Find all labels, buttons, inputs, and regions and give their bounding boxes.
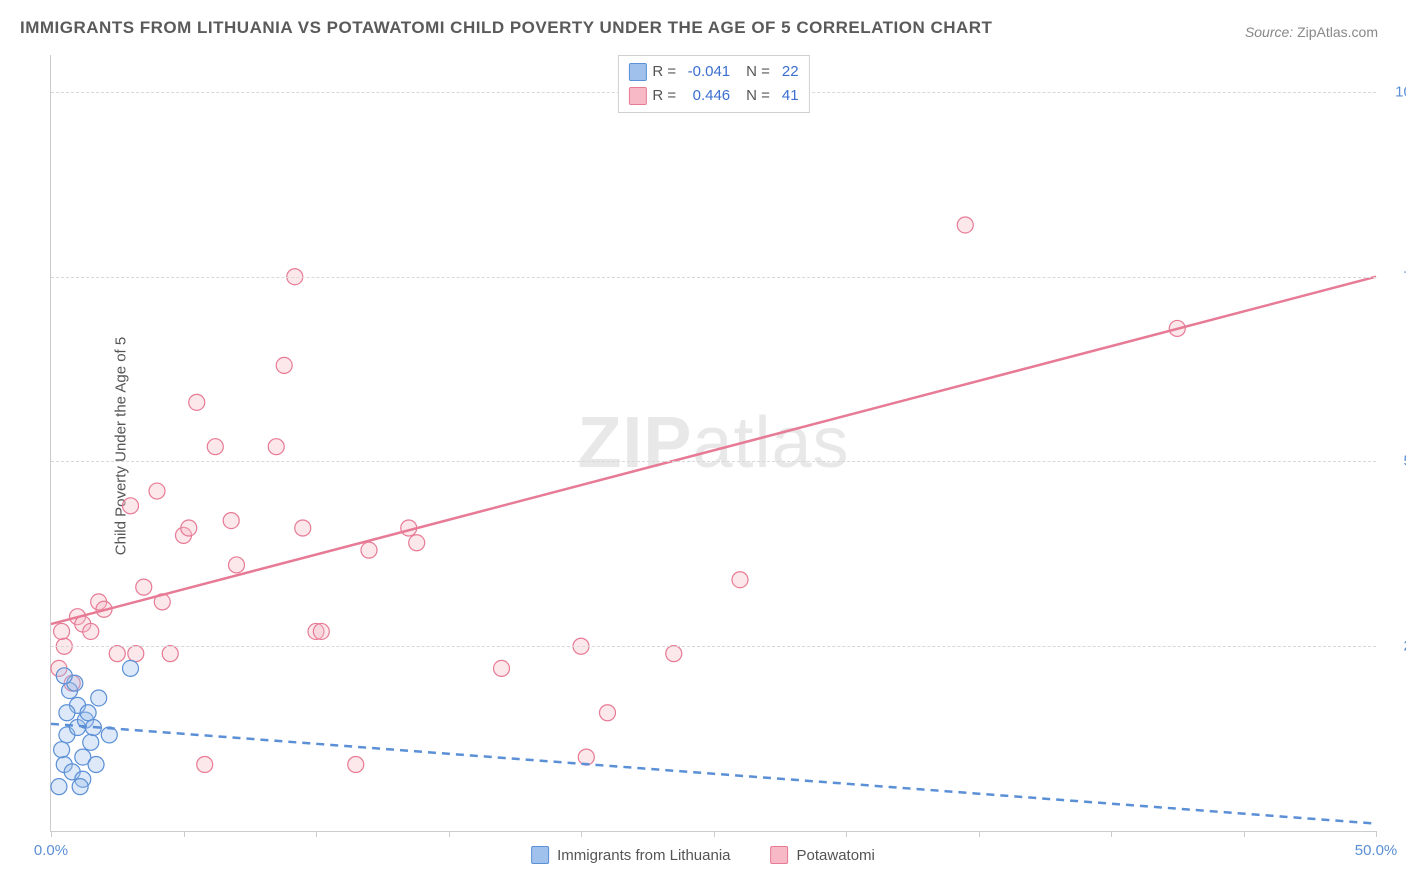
source-label: Source: [1245,24,1293,40]
legend-item-series1: Immigrants from Lithuania [531,846,730,864]
gridline [51,277,1376,278]
data-point [128,646,144,662]
data-point [83,734,99,750]
legend-swatch-series2 [628,87,646,105]
data-point [276,357,292,373]
data-point [348,756,364,772]
data-point [181,520,197,536]
x-tick [1111,831,1112,837]
x-tick [1376,831,1377,837]
y-tick-label: 25.0% [1386,638,1406,655]
data-point [136,579,152,595]
x-tick [979,831,980,837]
r-value-series1: -0.041 [682,60,730,84]
x-tick-label: 0.0% [34,842,68,859]
x-tick [316,831,317,837]
data-point [54,742,70,758]
data-point [189,394,205,410]
data-point [494,660,510,676]
x-tick [1244,831,1245,837]
n-value-series2: 41 [782,84,799,108]
data-point [123,660,139,676]
x-tick [184,831,185,837]
data-point [578,749,594,765]
data-point [666,646,682,662]
data-point [162,646,178,662]
data-point [361,542,377,558]
data-point [313,623,329,639]
data-point [957,217,973,233]
data-point [56,668,72,684]
data-point [229,557,245,573]
data-point [223,513,239,529]
x-tick [581,831,582,837]
chart-canvas [51,55,1376,831]
legend-correlation: R = -0.041 N = 22 R = 0.446 N = 41 [617,55,809,113]
data-point [409,535,425,551]
gridline [51,461,1376,462]
legend-item-series2: Potawatomi [771,846,875,864]
x-tick [714,831,715,837]
legend-label-series2: Potawatomi [797,847,875,864]
data-point [54,623,70,639]
legend-label-series1: Immigrants from Lithuania [557,847,730,864]
trend-line [51,724,1376,824]
legend-row-series1: R = -0.041 N = 22 [628,60,798,84]
n-label: N = [746,60,770,84]
chart-title: IMMIGRANTS FROM LITHUANIA VS POTAWATOMI … [20,18,992,38]
r-label: R = [652,60,676,84]
data-point [268,439,284,455]
r-label: R = [652,84,676,108]
legend-series: Immigrants from Lithuania Potawatomi [531,846,875,864]
data-point [123,498,139,514]
legend-swatch-series1 [628,63,646,81]
x-tick-label: 50.0% [1355,842,1398,859]
data-point [83,623,99,639]
x-tick [449,831,450,837]
legend-row-series2: R = 0.446 N = 41 [628,84,798,108]
source-value: ZipAtlas.com [1297,24,1378,40]
x-tick [51,831,52,837]
x-tick [846,831,847,837]
legend-swatch-series1 [531,846,549,864]
data-point [732,572,748,588]
r-value-series2: 0.446 [682,84,730,108]
data-point [197,756,213,772]
data-point [88,756,104,772]
trend-line [51,277,1376,624]
data-point [600,705,616,721]
data-point [59,705,75,721]
n-value-series1: 22 [782,60,799,84]
y-tick-label: 50.0% [1386,453,1406,470]
data-point [91,690,107,706]
n-label: N = [746,84,770,108]
legend-swatch-series2 [771,846,789,864]
data-point [295,520,311,536]
data-point [80,705,96,721]
source-attribution: Source: ZipAtlas.com [1245,24,1378,40]
data-point [51,779,67,795]
data-point [109,646,125,662]
y-tick-label: 100.0% [1386,83,1406,100]
gridline [51,646,1376,647]
y-tick-label: 75.0% [1386,268,1406,285]
data-point [149,483,165,499]
data-point [207,439,223,455]
data-point [72,779,88,795]
plot-area: ZIPatlas R = -0.041 N = 22 R = 0.446 N =… [50,55,1376,832]
